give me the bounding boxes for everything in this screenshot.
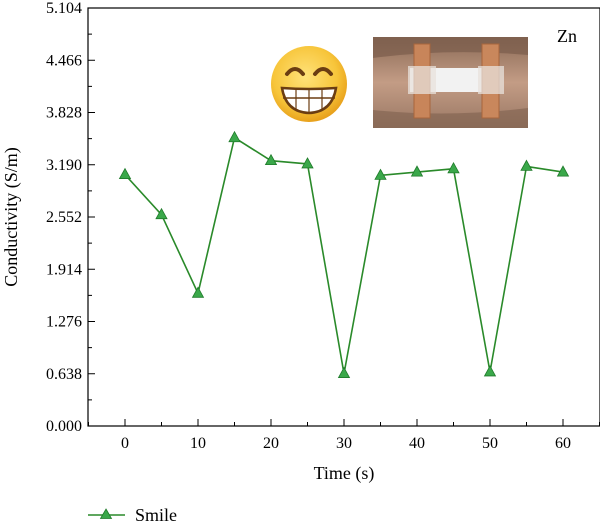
x-tick-label: 30 [336, 435, 352, 452]
data-point [301, 157, 314, 169]
grinning-face-emoji [271, 46, 347, 122]
data-point [264, 153, 278, 166]
legend: Smile [88, 505, 177, 521]
y-tick-label: 1.276 [46, 314, 82, 331]
legend-marker [99, 508, 113, 519]
x-tick-label: 40 [409, 435, 425, 452]
x-axis-ticks: 0 10 20 30 40 50 60 [88, 419, 600, 452]
element-annotation: Zn [557, 26, 577, 46]
data-point [520, 159, 533, 171]
data-point [447, 162, 460, 174]
y-tick-label: 1.914 [46, 261, 82, 278]
data-point [337, 366, 351, 378]
legend-label: Smile [135, 505, 177, 521]
y-tick-label: 3.190 [46, 157, 82, 174]
y-tick-label: 0.000 [46, 418, 82, 435]
y-axis-title: Conductivity (S/m) [1, 147, 22, 287]
x-tick-label: 20 [263, 435, 279, 452]
data-point [118, 167, 132, 179]
x-tick-label: 0 [121, 435, 129, 452]
data-point [155, 207, 168, 220]
wrist-sensor-photo [373, 37, 528, 128]
data-point [191, 286, 205, 298]
smile-series-markers [118, 130, 570, 378]
y-tick-label: 2.552 [46, 209, 82, 226]
x-tick-label: 10 [190, 435, 206, 452]
smile-series-line [124, 136, 564, 374]
y-tick-label: 5.104 [46, 0, 82, 17]
y-tick-label: 3.828 [46, 105, 82, 122]
y-tick-label: 0.638 [46, 366, 82, 383]
data-point [374, 168, 387, 180]
data-point [228, 130, 241, 143]
data-point [556, 165, 570, 177]
data-point [483, 365, 497, 377]
x-axis-title: Time (s) [314, 463, 375, 484]
x-tick-label: 60 [555, 435, 571, 452]
y-tick-label: 4.466 [46, 52, 82, 69]
data-point [410, 165, 424, 177]
x-tick-label: 50 [482, 435, 498, 452]
y-axis-ticks: 0.000 0.638 1.276 1.914 2.552 3.190 3.828 4.466… [46, 0, 95, 435]
